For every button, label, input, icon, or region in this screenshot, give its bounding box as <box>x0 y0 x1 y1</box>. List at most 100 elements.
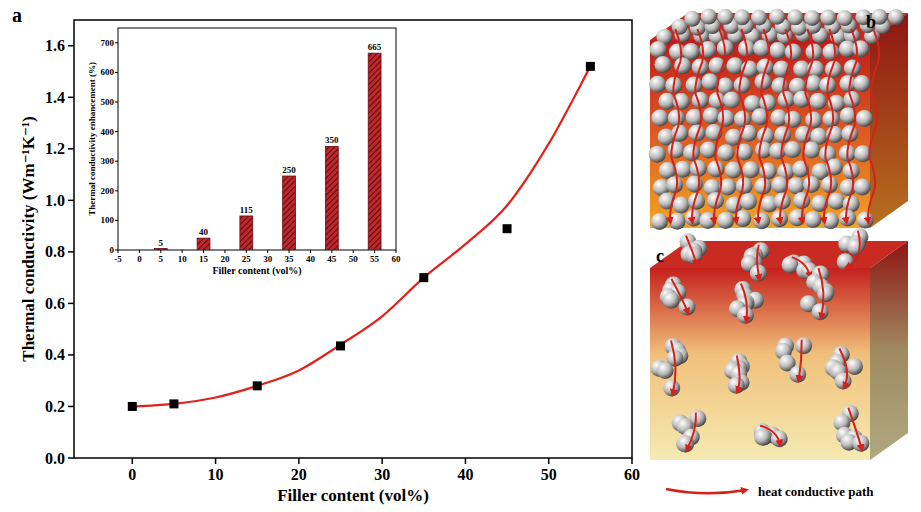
x-tick-label: 50 <box>541 466 557 483</box>
filler-particle <box>684 11 700 27</box>
inset-frame <box>118 28 396 250</box>
panel-label: c <box>656 246 664 266</box>
filler-particle <box>742 161 759 178</box>
bar <box>154 249 167 250</box>
inset-x-tick-label: 20 <box>220 254 230 264</box>
heat-path-arrow <box>780 29 791 222</box>
filler-particle <box>666 176 683 193</box>
y-tick <box>68 303 74 305</box>
filler-particle <box>828 193 845 210</box>
x-tick <box>132 458 134 464</box>
filler-particle <box>668 110 685 127</box>
filler-particle <box>737 307 754 324</box>
y-tick <box>68 457 74 459</box>
filler-particle <box>769 9 785 25</box>
heat-path-arrow <box>846 29 857 222</box>
y-tick <box>68 251 74 253</box>
y-tick <box>68 148 74 150</box>
bar <box>368 53 381 250</box>
heat-path-arrow <box>671 340 675 394</box>
data-point <box>503 224 512 233</box>
filler-particle <box>822 44 839 61</box>
heat-path-arrow <box>792 257 810 277</box>
inset-y-tick <box>115 250 118 251</box>
heat-path-arrow <box>741 283 747 321</box>
filler-particle <box>753 212 770 229</box>
inset-y-tick-label: 200 <box>101 186 115 196</box>
filler-particle <box>734 9 750 25</box>
filler-particle <box>701 73 718 90</box>
inset-x-tick <box>246 250 247 253</box>
x-tick <box>548 458 550 464</box>
filler-particle <box>683 144 700 161</box>
data-point <box>336 341 345 350</box>
x-tick <box>381 458 383 464</box>
inset-y-tick <box>115 102 118 103</box>
heat-path-arrow <box>824 29 835 222</box>
data-label: 40 <box>199 227 209 237</box>
bar <box>240 216 253 250</box>
inset-y-tick <box>115 190 118 191</box>
filler-particle <box>856 110 873 127</box>
filler-particle <box>650 41 667 58</box>
filler-particle <box>685 210 702 227</box>
filler-particle <box>717 144 734 161</box>
y-tick <box>68 406 74 408</box>
inset-y-tick-label: 500 <box>101 97 115 107</box>
inset-x-tick-label: 60 <box>392 254 402 264</box>
filler-particle <box>686 176 703 193</box>
inset-x-tick <box>353 250 354 253</box>
filler-particle <box>820 10 836 26</box>
inset-y-tick <box>115 131 118 132</box>
filler-particle <box>784 111 801 128</box>
inset-x-tick <box>224 250 225 253</box>
heat-path-arrow <box>714 29 725 222</box>
x-tick <box>631 458 633 464</box>
diagram-key: heat conductive path <box>666 484 874 499</box>
filler-particle <box>789 366 806 383</box>
inset-x-tick <box>203 250 204 253</box>
heat-path-arrow <box>736 29 747 222</box>
filler-particle <box>784 141 801 158</box>
inset-y-tick <box>115 72 118 73</box>
filler-particle <box>857 212 874 229</box>
inset-x-tick <box>331 250 332 253</box>
inset-x-tick-label: 10 <box>178 254 188 264</box>
inset-x-tick <box>396 250 397 253</box>
filler-particle <box>812 303 829 320</box>
heat-path-arrow <box>846 231 860 268</box>
filler-particle <box>649 146 666 163</box>
filler-particle <box>846 358 863 375</box>
x-tick <box>465 458 467 464</box>
filler-particle <box>654 56 671 73</box>
heat-path-arrow <box>802 29 813 222</box>
data-label: 250 <box>282 165 296 175</box>
x-tick-label: 20 <box>291 466 307 483</box>
filler-particle <box>707 160 724 177</box>
inset-x-tick <box>160 250 161 253</box>
key-arrow <box>666 489 746 493</box>
filler-particle <box>817 285 834 302</box>
filler-particle <box>657 362 674 379</box>
box-side <box>870 241 908 460</box>
inset-x-tick-label: 40 <box>306 254 316 264</box>
heat-path-arrow <box>868 29 879 222</box>
y-tick <box>68 200 74 202</box>
y-tick-label: 1.2 <box>45 140 65 157</box>
filler-particle <box>668 142 685 159</box>
filler-particle <box>728 377 745 394</box>
filler-particle <box>854 178 871 195</box>
heat-path-arrow <box>757 245 759 279</box>
filler-particle <box>847 238 864 255</box>
filler-particle <box>769 143 786 160</box>
heat-path-arrow <box>758 29 769 222</box>
y-tick-label: 0.4 <box>45 346 65 363</box>
filler-particle <box>785 44 802 61</box>
data-point <box>169 399 178 408</box>
plot-frame <box>74 20 632 458</box>
bar <box>197 238 210 250</box>
filler-particle <box>754 429 771 446</box>
filler-particle <box>734 76 751 93</box>
bar <box>283 176 296 250</box>
diagram-b <box>649 8 908 229</box>
